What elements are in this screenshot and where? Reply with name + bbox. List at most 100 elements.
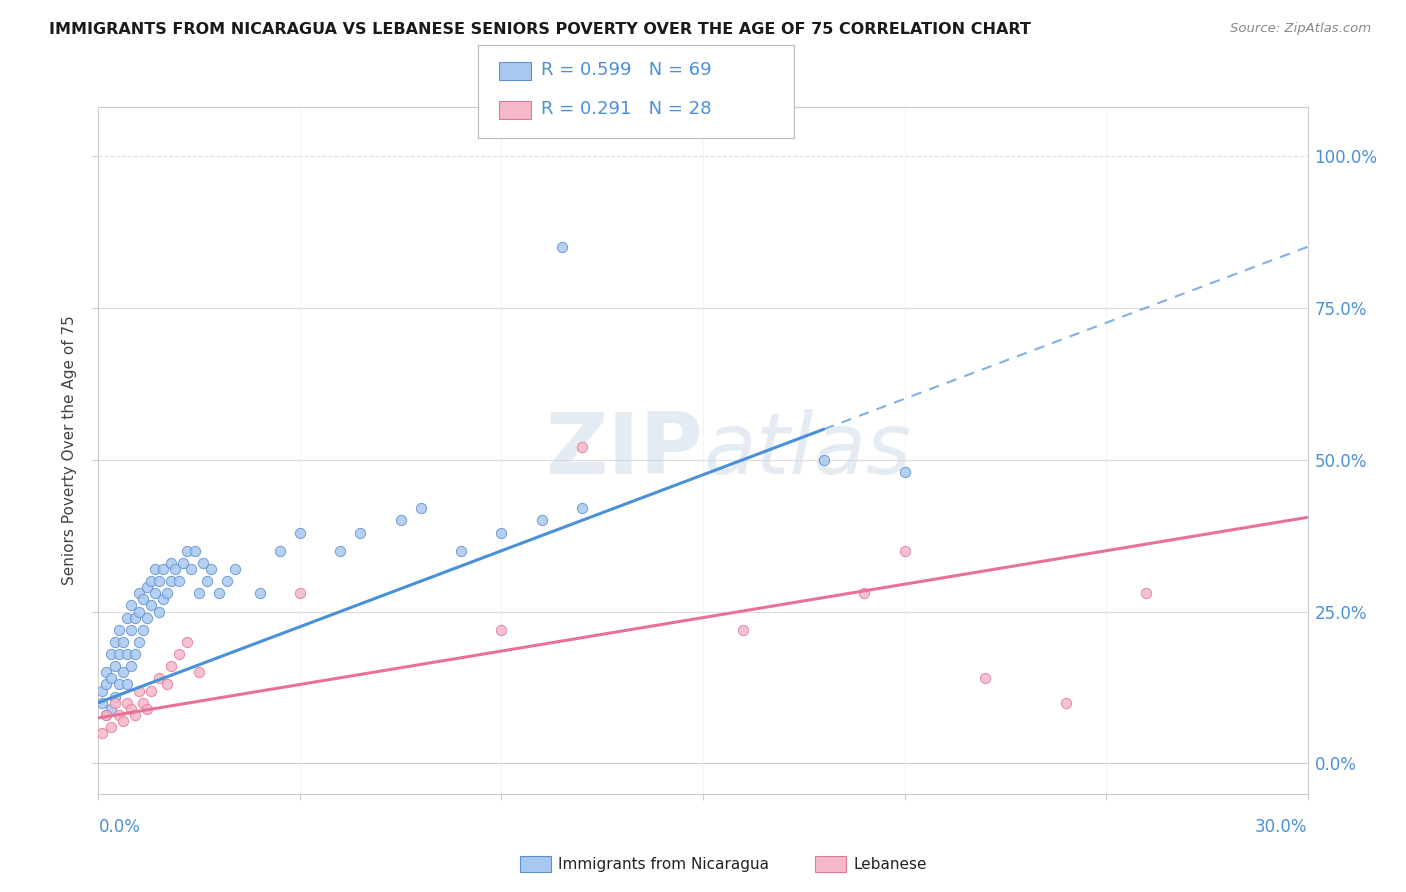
Point xyxy=(409,501,432,516)
Text: Immigrants from Nicaragua: Immigrants from Nicaragua xyxy=(558,857,769,871)
Point xyxy=(188,586,211,600)
Point xyxy=(103,659,125,673)
Point xyxy=(195,574,218,589)
Point xyxy=(135,610,157,624)
Point xyxy=(124,610,146,624)
Point xyxy=(103,696,125,710)
Point xyxy=(224,562,246,576)
Point xyxy=(143,562,166,576)
Point xyxy=(148,605,170,619)
Point xyxy=(491,525,513,540)
Point xyxy=(208,586,231,600)
Y-axis label: Seniors Poverty Over the Age of 75: Seniors Poverty Over the Age of 75 xyxy=(62,316,77,585)
Point xyxy=(100,702,122,716)
Point xyxy=(96,665,118,680)
Point xyxy=(91,696,114,710)
Point xyxy=(188,665,211,680)
Point xyxy=(163,562,186,576)
Point xyxy=(172,556,194,570)
Point xyxy=(96,707,118,722)
Point xyxy=(571,441,593,455)
Point xyxy=(200,562,222,576)
Point xyxy=(288,586,311,600)
Point xyxy=(135,702,157,716)
Point xyxy=(450,543,472,558)
Text: 0.0%: 0.0% xyxy=(98,818,141,836)
Point xyxy=(111,665,134,680)
Point xyxy=(491,623,513,637)
Point xyxy=(143,586,166,600)
Point xyxy=(148,672,170,686)
Text: atlas: atlas xyxy=(703,409,911,492)
Point xyxy=(107,647,129,661)
Point xyxy=(128,635,150,649)
Point xyxy=(160,659,183,673)
Point xyxy=(124,647,146,661)
Point xyxy=(288,525,311,540)
Point xyxy=(107,707,129,722)
Point xyxy=(551,240,574,254)
Text: 30.0%: 30.0% xyxy=(1256,818,1308,836)
Point xyxy=(107,677,129,691)
Point xyxy=(115,647,138,661)
Point xyxy=(111,714,134,728)
Point xyxy=(156,586,179,600)
Point xyxy=(180,562,202,576)
Point xyxy=(152,562,174,576)
Point xyxy=(217,574,239,589)
Text: Lebanese: Lebanese xyxy=(853,857,927,871)
Text: Source: ZipAtlas.com: Source: ZipAtlas.com xyxy=(1230,22,1371,36)
Point xyxy=(269,543,291,558)
Point xyxy=(893,465,915,479)
Point xyxy=(100,720,122,734)
Point xyxy=(139,683,162,698)
Text: R = 0.291   N = 28: R = 0.291 N = 28 xyxy=(541,100,711,118)
Point xyxy=(139,599,162,613)
Point xyxy=(132,592,155,607)
Point xyxy=(167,647,190,661)
Point xyxy=(152,592,174,607)
Point xyxy=(193,556,215,570)
Point xyxy=(329,543,352,558)
Point xyxy=(120,659,142,673)
Point xyxy=(530,513,553,527)
Point xyxy=(184,543,207,558)
Point xyxy=(893,543,915,558)
Point xyxy=(100,647,122,661)
Point xyxy=(853,586,876,600)
Point xyxy=(132,623,155,637)
Point xyxy=(167,574,190,589)
Point xyxy=(120,702,142,716)
Point xyxy=(733,623,755,637)
Point xyxy=(389,513,412,527)
Point xyxy=(148,574,170,589)
Point xyxy=(115,677,138,691)
Point xyxy=(103,690,125,704)
Point xyxy=(160,574,183,589)
Point xyxy=(135,580,157,594)
Point xyxy=(1135,586,1157,600)
Point xyxy=(103,635,125,649)
Point xyxy=(176,543,198,558)
Point xyxy=(91,726,114,740)
Point xyxy=(128,586,150,600)
Point xyxy=(115,696,138,710)
Point xyxy=(91,683,114,698)
Text: R = 0.599   N = 69: R = 0.599 N = 69 xyxy=(541,62,711,79)
Point xyxy=(249,586,271,600)
Point xyxy=(974,672,997,686)
Point xyxy=(111,635,134,649)
Point xyxy=(132,696,155,710)
Point xyxy=(96,677,118,691)
Point xyxy=(96,707,118,722)
Point xyxy=(813,452,835,467)
Point xyxy=(176,635,198,649)
Text: ZIP: ZIP xyxy=(546,409,703,492)
Point xyxy=(124,707,146,722)
Point xyxy=(128,683,150,698)
Point xyxy=(1054,696,1077,710)
Point xyxy=(115,610,138,624)
Text: IMMIGRANTS FROM NICARAGUA VS LEBANESE SENIORS POVERTY OVER THE AGE OF 75 CORRELA: IMMIGRANTS FROM NICARAGUA VS LEBANESE SE… xyxy=(49,22,1031,37)
Point xyxy=(156,677,179,691)
Point xyxy=(100,672,122,686)
